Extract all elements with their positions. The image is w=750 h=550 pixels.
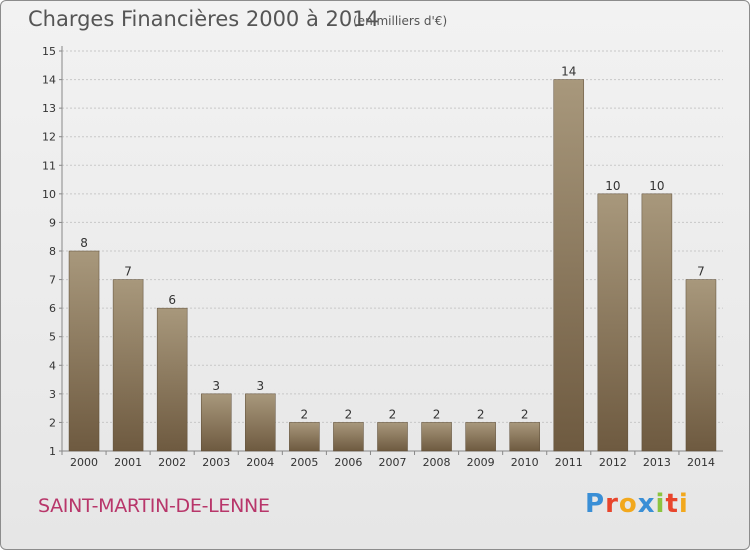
bar-value-label: 2 xyxy=(301,407,309,421)
bar xyxy=(112,279,144,452)
y-tick-label: 14 xyxy=(42,74,56,87)
bar xyxy=(465,422,496,452)
brand-letter: i xyxy=(678,489,689,519)
x-tick-label: 2013 xyxy=(643,456,671,469)
x-tick-label: 2001 xyxy=(114,456,142,469)
bar xyxy=(68,250,100,452)
bar xyxy=(200,393,232,452)
x-tick-label: 2004 xyxy=(246,456,274,469)
y-tick-label: 3 xyxy=(49,388,56,401)
bar-value-label: 3 xyxy=(212,379,220,393)
bar-value-label: 10 xyxy=(605,179,620,193)
y-tick-label: 7 xyxy=(49,274,56,287)
y-tick-label: 8 xyxy=(49,245,56,258)
y-tick-label: 2 xyxy=(49,416,56,429)
bar-value-label: 2 xyxy=(521,407,529,421)
bar-value-label: 2 xyxy=(433,407,441,421)
brand-logo[interactable]: Proxiti xyxy=(585,489,689,519)
bar xyxy=(421,422,452,452)
chart-title: Charges Financières 2000 à 2014 xyxy=(28,7,379,31)
x-tick-label: 2003 xyxy=(202,456,230,469)
bar-value-label: 6 xyxy=(168,293,176,307)
y-tick-label: 5 xyxy=(49,331,56,344)
bar xyxy=(597,193,629,452)
brand-letter: r xyxy=(605,489,619,519)
y-tick-label: 9 xyxy=(49,216,56,229)
bar-value-label: 10 xyxy=(649,179,664,193)
brand-letter: P xyxy=(585,489,606,519)
y-tick-label: 13 xyxy=(42,102,56,115)
x-tick-label: 2011 xyxy=(555,456,583,469)
bar-value-label: 3 xyxy=(256,379,264,393)
x-tick-label: 2014 xyxy=(687,456,715,469)
x-tick-label: 2008 xyxy=(423,456,451,469)
bar-value-label: 2 xyxy=(477,407,485,421)
bar xyxy=(156,307,188,452)
bar-value-label: 8 xyxy=(80,236,88,250)
x-tick-label: 2000 xyxy=(70,456,98,469)
bar xyxy=(509,422,540,452)
brand-letter: o xyxy=(618,489,638,519)
x-tick-label: 2009 xyxy=(467,456,495,469)
chart-subtitle: (en milliers d'€) xyxy=(353,14,448,28)
bar-value-label: 7 xyxy=(124,265,132,279)
y-tick-label: 12 xyxy=(42,131,56,144)
bar xyxy=(289,422,320,452)
bar-value-label: 2 xyxy=(389,407,397,421)
y-tick-label: 10 xyxy=(42,188,56,201)
x-tick-label: 2012 xyxy=(599,456,627,469)
bar xyxy=(553,79,585,452)
x-tick-label: 2005 xyxy=(290,456,318,469)
brand-letter: t xyxy=(665,489,679,519)
y-tick-label: 1 xyxy=(49,445,56,458)
y-tick-label: 4 xyxy=(49,359,56,372)
x-tick-label: 2010 xyxy=(511,456,539,469)
brand-letter: x xyxy=(637,489,656,519)
x-tick-label: 2006 xyxy=(334,456,362,469)
y-tick-label: 15 xyxy=(42,45,56,58)
x-tick-label: 2002 xyxy=(158,456,186,469)
brand-letter: i xyxy=(655,489,666,519)
x-tick-label: 2007 xyxy=(379,456,407,469)
bar xyxy=(245,393,276,452)
bar xyxy=(377,422,408,452)
commune-name: SAINT-MARTIN-DE-LENNE xyxy=(38,495,270,517)
bar xyxy=(333,422,364,452)
y-tick-label: 6 xyxy=(49,302,56,315)
bar xyxy=(641,193,673,452)
y-tick-label: 11 xyxy=(42,159,56,172)
bar-value-label: 14 xyxy=(561,65,576,79)
bar-value-label: 2 xyxy=(345,407,353,421)
bar xyxy=(685,279,717,452)
bar-value-label: 7 xyxy=(697,265,705,279)
